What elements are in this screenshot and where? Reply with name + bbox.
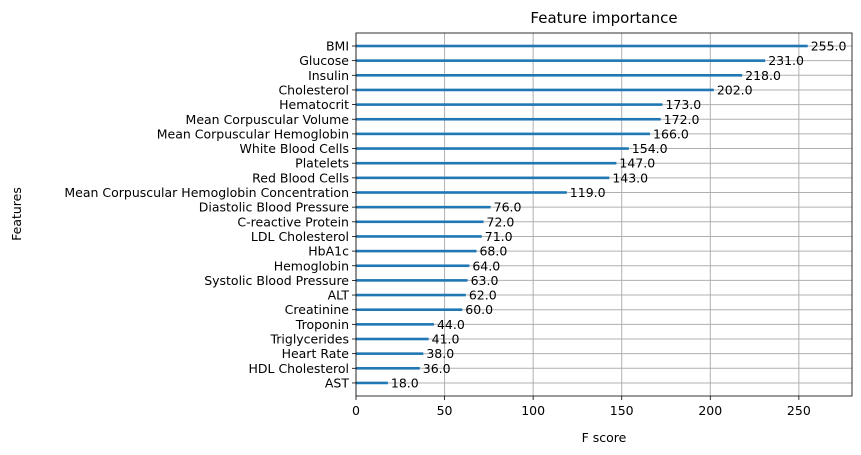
x-tick-label: 0 [352, 403, 360, 418]
bar [356, 59, 766, 62]
bar-value-label: 154.0 [632, 141, 668, 156]
bar [356, 235, 482, 238]
bar-value-label: 231.0 [768, 53, 804, 68]
bar-value-label: 62.0 [469, 288, 497, 303]
bar-value-label: 38.0 [426, 346, 454, 361]
y-tick-label: Mean Corpuscular Volume [186, 112, 350, 127]
bar [356, 249, 477, 253]
bar-value-label: 76.0 [494, 200, 522, 215]
bar-value-label: 18.0 [391, 375, 419, 390]
y-tick-label: Hemoglobin [274, 258, 349, 273]
bar-value-label: 68.0 [479, 244, 507, 259]
bar-value-label: 143.0 [612, 170, 648, 185]
y-tick-label: Heart Rate [282, 346, 350, 361]
bar-value-label: 147.0 [619, 156, 655, 171]
y-tick-label: Mean Corpuscular Hemoglobin [157, 126, 349, 141]
bar [356, 161, 617, 165]
bar-value-label: 172.0 [664, 112, 700, 127]
bar [356, 279, 468, 282]
y-tick-label: C-reactive Protein [237, 214, 349, 229]
bar [356, 264, 470, 268]
x-axis-title: F score [582, 430, 627, 445]
x-tick-label: 50 [437, 403, 453, 418]
bar-value-label: 36.0 [423, 361, 451, 376]
bar [356, 220, 484, 224]
y-tick-label: HbA1c [308, 244, 349, 259]
bar-value-label: 41.0 [432, 332, 460, 347]
x-tick-label: 150 [610, 403, 634, 418]
y-tick-label: HDL Cholesterol [248, 361, 349, 376]
bar-value-label: 119.0 [570, 185, 606, 200]
bar [356, 103, 663, 106]
x-tick-label: 250 [787, 403, 811, 418]
bar-value-label: 72.0 [487, 214, 515, 229]
bar-value-label: 218.0 [745, 68, 781, 83]
y-tick-label: Systolic Blood Pressure [204, 273, 349, 288]
bar [356, 323, 434, 326]
bar-value-label: 63.0 [471, 273, 499, 288]
grid [355, 33, 852, 396]
bar-value-label: 202.0 [717, 82, 753, 97]
x-tick-label: 100 [521, 403, 545, 418]
bar [356, 191, 567, 194]
bar-value-label: 173.0 [665, 97, 701, 112]
y-tick-label: Insulin [308, 68, 349, 83]
x-axis-ticks: 0 50 100 150 200 250 [352, 396, 811, 418]
y-tick-label: Platelets [295, 156, 349, 171]
bar-value-label: 60.0 [465, 302, 493, 317]
plot-frame [355, 32, 853, 397]
y-tick-label: Cholesterol [278, 82, 349, 97]
bar-value-label: 71.0 [485, 229, 513, 244]
bar [356, 205, 491, 209]
bar-value-label: 166.0 [653, 126, 689, 141]
bar-value-label: 44.0 [437, 317, 465, 332]
y-tick-label: Mean Corpuscular Hemoglobin Concentratio… [64, 185, 349, 200]
bar [356, 381, 388, 385]
x-tick-label: 200 [698, 403, 722, 418]
bar-value-label: 255.0 [811, 39, 847, 54]
bar [356, 293, 466, 297]
y-tick-label: ALT [328, 288, 350, 303]
bar [356, 337, 429, 341]
y-axis-title: Features [9, 187, 24, 241]
y-axis-ticks: BMIGlucoseInsulinCholesterolHematocritMe… [64, 39, 356, 390]
bar-value-label: 64.0 [472, 258, 500, 273]
bar [356, 367, 420, 370]
y-tick-label: BMI [326, 39, 349, 54]
bar [356, 44, 808, 48]
bar [356, 88, 714, 92]
bar [356, 176, 610, 180]
bar [356, 117, 661, 121]
bar [356, 308, 463, 311]
y-tick-label: Troponin [295, 317, 349, 332]
y-tick-label: Glucose [299, 53, 349, 68]
bar [356, 352, 424, 355]
y-tick-label: Diastolic Blood Pressure [199, 200, 350, 215]
bars [356, 44, 808, 385]
y-tick-label: AST [325, 375, 349, 390]
y-tick-label: Red Blood Cells [252, 170, 349, 185]
y-tick-label: LDL Cholesterol [251, 229, 349, 244]
y-tick-label: Hematocrit [279, 97, 349, 112]
bar [356, 147, 629, 150]
chart-title: Feature importance [530, 9, 677, 27]
y-tick-label: Creatinine [285, 302, 350, 317]
y-tick-label: Triglycerides [269, 332, 349, 347]
bar [356, 74, 743, 77]
bar [356, 132, 651, 136]
y-tick-label: White Blood Cells [240, 141, 349, 156]
